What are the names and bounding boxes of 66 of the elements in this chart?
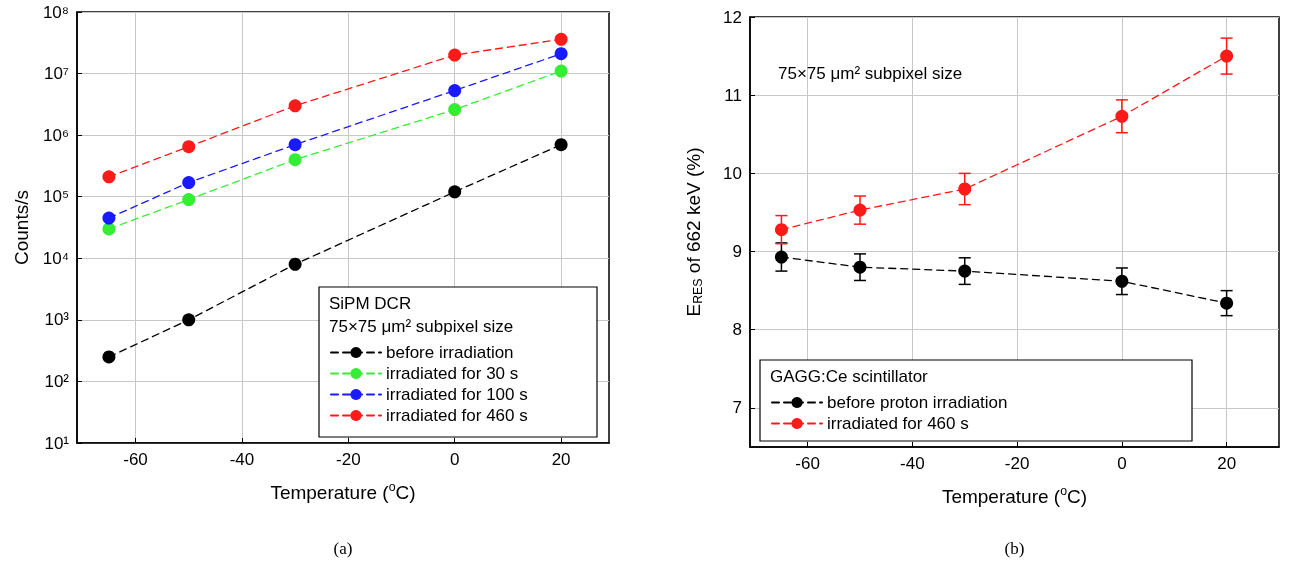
annotation: 75×75 μm² subpixel size <box>778 64 963 83</box>
legend-label: before irradiation <box>386 343 514 362</box>
x-tick-label: -20 <box>336 450 361 469</box>
point <box>448 103 462 117</box>
point <box>1115 274 1129 288</box>
legend-label: irradiated for 100 s <box>386 385 528 404</box>
x-tick-label: 0 <box>1117 454 1127 473</box>
x-tick-label: -60 <box>123 450 148 469</box>
point <box>554 32 568 46</box>
point <box>102 350 116 364</box>
point <box>1220 296 1234 310</box>
y-tick-label: 10⁴ <box>42 248 69 268</box>
point <box>554 138 568 152</box>
point <box>102 222 116 236</box>
legend-label: irradiated for 460 s <box>827 414 969 433</box>
y-tick-label: 10⁶ <box>43 125 69 145</box>
y-tick-label: 10⁵ <box>43 187 69 207</box>
y-tick-label: 10⁸ <box>42 2 69 22</box>
point <box>853 260 867 274</box>
y-axis-title: ERES of 662 keV (%) <box>683 147 705 317</box>
point <box>1115 109 1129 123</box>
x-tick-label: 0 <box>449 450 460 469</box>
y-tick-label: 12 <box>723 7 742 27</box>
point <box>448 48 462 62</box>
legend-title: GAGG:Ce scintillator <box>770 367 929 386</box>
x-tick-label: 20 <box>1217 454 1237 473</box>
legend-label: irradiated for 460 s <box>386 406 528 425</box>
y-tick-label: 7 <box>732 398 742 418</box>
point <box>102 211 116 225</box>
x-tick-label: 20 <box>551 450 571 469</box>
point <box>182 176 196 190</box>
x-tick-label: -40 <box>229 450 255 469</box>
y-tick-label: 10 <box>723 163 742 183</box>
text: (a) <box>333 539 353 558</box>
point <box>958 182 972 196</box>
y-tick-label: 8 <box>732 320 742 340</box>
y-tick-label: 10³ <box>44 310 70 330</box>
point <box>182 193 196 207</box>
point <box>448 84 462 98</box>
x-tick-label: -20 <box>1004 454 1030 473</box>
y-tick-label: 9 <box>732 242 742 262</box>
point <box>182 313 196 327</box>
point <box>288 257 302 271</box>
point <box>182 140 196 154</box>
y-tick-label: 10⁷ <box>43 64 69 84</box>
x-tick-label: -60 <box>795 454 820 473</box>
point <box>774 250 788 264</box>
y-tick-label: 10² <box>44 371 70 391</box>
point <box>102 170 116 184</box>
point <box>448 185 462 199</box>
legend-label: irradiated for 30 s <box>386 364 519 383</box>
point <box>288 138 302 152</box>
point <box>774 223 788 237</box>
point <box>958 264 972 278</box>
point <box>853 203 867 217</box>
y-tick-label: 11 <box>724 85 742 105</box>
y-axis-title: Counts/s <box>11 190 32 265</box>
y-tick-label: 10¹ <box>44 433 70 453</box>
point <box>1220 49 1234 63</box>
point <box>288 153 302 167</box>
point <box>554 47 568 61</box>
point <box>288 99 302 113</box>
x-tick-label: -40 <box>900 454 925 473</box>
legend-label: before proton irradiation <box>827 393 1008 412</box>
text: (b) <box>1004 539 1025 558</box>
point <box>554 64 568 78</box>
